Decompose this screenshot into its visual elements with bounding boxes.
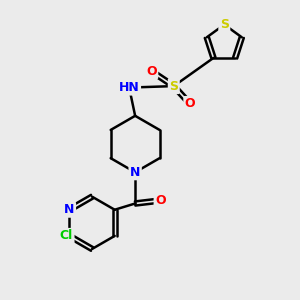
Text: HN: HN bbox=[119, 81, 140, 94]
Text: N: N bbox=[130, 166, 140, 179]
Text: N: N bbox=[64, 203, 75, 216]
Text: S: S bbox=[220, 18, 229, 31]
Text: O: O bbox=[185, 98, 195, 110]
Text: Cl: Cl bbox=[60, 230, 73, 242]
Text: S: S bbox=[169, 80, 178, 93]
Text: O: O bbox=[146, 65, 157, 78]
Text: O: O bbox=[155, 194, 166, 207]
